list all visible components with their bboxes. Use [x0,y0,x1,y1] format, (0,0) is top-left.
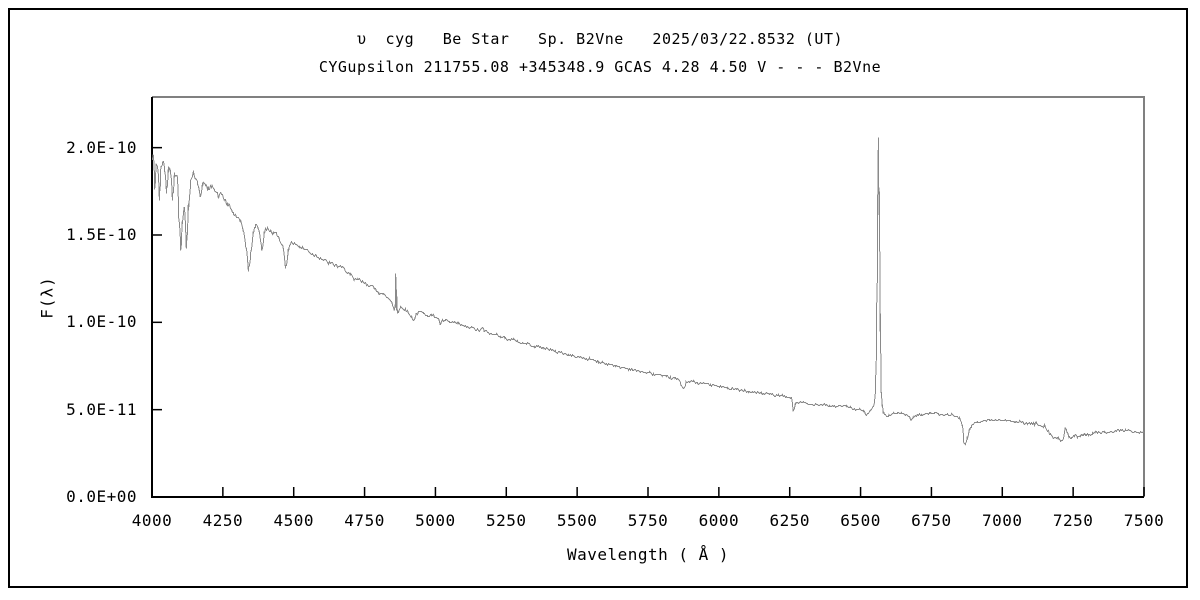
axes [151,97,1144,498]
x-tick-label: 5500 [556,511,598,530]
x-tick-label: 4500 [273,511,314,530]
x-tick-label: 7500 [1123,511,1165,530]
y-tick-label: 1.0E-10 [66,312,137,332]
x-tick-label: 4750 [344,511,385,530]
chart-subtitle: CYGupsilon 211755.08 +345348.9 GCAS 4.28… [318,58,882,76]
chart-title: υ cyg Be Star Sp. B2Vne 2025/03/22.8532 … [356,30,844,48]
y-tick-label: 1.5E-10 [66,224,137,244]
x-tick-label: 6000 [698,511,740,530]
x-tick-label: 7250 [1052,511,1094,530]
x-tick-label: 5000 [415,511,456,530]
x-tick-label: 4250 [202,511,244,530]
x-tick-label: 5750 [627,511,669,530]
x-tick-label: 6250 [769,511,810,530]
x-tick-label: 5250 [486,511,527,530]
plot-frame [152,96,1145,497]
x-tick-label: 7000 [982,511,1023,530]
y-tick-label: 2.0E-10 [66,137,137,157]
spectrum-curve [152,137,1145,446]
x-tick-label: 6500 [840,511,881,530]
x-tick-label: 6750 [911,511,952,530]
x-axis-title: Wavelength ( Å ) [566,545,730,564]
y-tick-label: 0.0E+00 [66,487,137,506]
x-tick-label: 4000 [131,511,173,530]
y-tick-label: 5.0E-11 [66,399,137,419]
